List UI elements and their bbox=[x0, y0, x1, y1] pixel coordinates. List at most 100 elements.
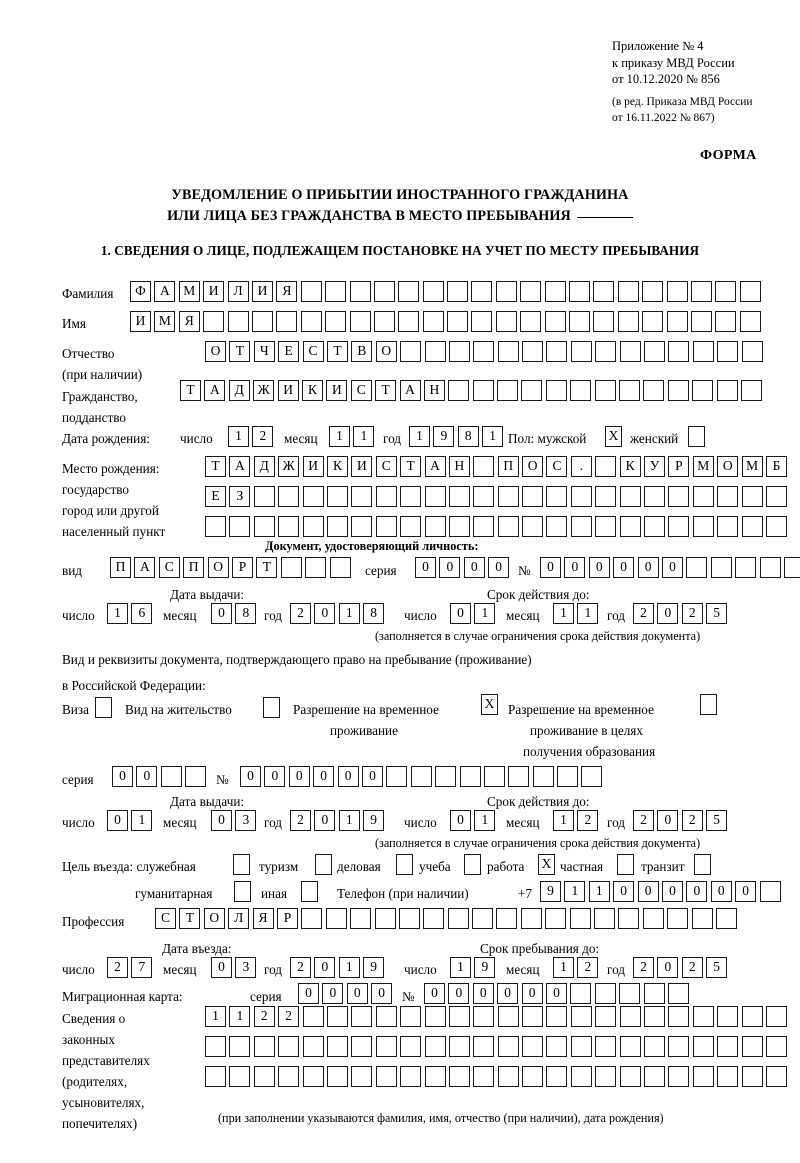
char-box[interactable]: 0 bbox=[211, 603, 232, 624]
char-box[interactable] bbox=[644, 1006, 666, 1027]
char-box[interactable] bbox=[715, 908, 737, 929]
char-box[interactable] bbox=[473, 486, 495, 507]
char-box[interactable]: И bbox=[277, 380, 299, 401]
char-box[interactable]: 1 bbox=[228, 426, 249, 447]
char-box[interactable]: 1 bbox=[474, 603, 496, 624]
char-box[interactable]: 0 bbox=[657, 603, 679, 624]
char-box[interactable]: 0 bbox=[657, 957, 679, 978]
char-box[interactable]: 7 bbox=[131, 957, 153, 978]
char-box[interactable] bbox=[570, 983, 592, 1004]
char-box[interactable] bbox=[374, 908, 396, 929]
temp-residence-checkbox[interactable]: X bbox=[481, 694, 498, 715]
char-box[interactable] bbox=[386, 766, 408, 787]
char-box[interactable] bbox=[546, 516, 568, 537]
char-box[interactable] bbox=[644, 1036, 666, 1057]
char-box[interactable] bbox=[522, 1006, 544, 1027]
char-box[interactable]: С bbox=[158, 557, 180, 578]
char-box[interactable] bbox=[642, 908, 664, 929]
char-box[interactable] bbox=[644, 1066, 666, 1087]
char-box[interactable] bbox=[227, 311, 249, 332]
char-box[interactable]: 2 bbox=[681, 810, 703, 831]
char-box[interactable] bbox=[521, 380, 543, 401]
char-box[interactable]: 0 bbox=[488, 557, 510, 578]
char-box[interactable] bbox=[326, 1066, 348, 1087]
char-box[interactable] bbox=[497, 486, 519, 507]
char-box[interactable] bbox=[400, 516, 422, 537]
char-box[interactable]: 1 bbox=[338, 957, 360, 978]
char-box[interactable]: 0 bbox=[107, 810, 128, 831]
char-box[interactable]: 2 bbox=[278, 1006, 300, 1027]
char-box[interactable]: 0 bbox=[313, 766, 335, 787]
char-box[interactable] bbox=[422, 311, 444, 332]
char-box[interactable] bbox=[375, 1006, 397, 1027]
char-box[interactable]: П bbox=[110, 557, 131, 578]
char-box[interactable] bbox=[545, 908, 567, 929]
char-box[interactable] bbox=[595, 1066, 617, 1087]
char-box[interactable] bbox=[668, 516, 690, 537]
char-box[interactable] bbox=[522, 1066, 544, 1087]
char-box[interactable]: 2 bbox=[681, 957, 703, 978]
char-box[interactable] bbox=[765, 1006, 787, 1027]
char-box[interactable]: Т bbox=[400, 456, 422, 477]
char-box[interactable] bbox=[759, 557, 781, 578]
char-box[interactable] bbox=[329, 557, 351, 578]
char-box[interactable] bbox=[424, 341, 446, 362]
char-box[interactable]: 2 bbox=[252, 426, 274, 447]
char-box[interactable] bbox=[741, 1066, 763, 1087]
char-box[interactable]: И bbox=[326, 380, 348, 401]
char-box[interactable] bbox=[424, 1066, 446, 1087]
char-box[interactable]: Я bbox=[252, 908, 274, 929]
char-box[interactable]: 1 bbox=[338, 810, 360, 831]
char-box[interactable]: И bbox=[130, 311, 151, 332]
char-box[interactable] bbox=[570, 1036, 592, 1057]
char-box[interactable]: 8 bbox=[235, 603, 257, 624]
char-box[interactable]: 2 bbox=[681, 603, 703, 624]
char-box[interactable] bbox=[398, 281, 420, 302]
char-box[interactable] bbox=[741, 516, 763, 537]
purpose-official-checkbox[interactable] bbox=[233, 854, 250, 875]
char-box[interactable]: 1 bbox=[409, 426, 430, 447]
char-box[interactable] bbox=[472, 908, 494, 929]
char-box[interactable] bbox=[783, 557, 800, 578]
char-box[interactable]: Л bbox=[228, 908, 250, 929]
char-box[interactable]: . bbox=[570, 456, 592, 477]
char-box[interactable]: Д bbox=[228, 380, 250, 401]
char-box[interactable]: 0 bbox=[521, 983, 543, 1004]
char-box[interactable] bbox=[278, 486, 300, 507]
char-box[interactable] bbox=[581, 766, 603, 787]
char-box[interactable]: 9 bbox=[363, 957, 385, 978]
char-box[interactable] bbox=[546, 486, 568, 507]
char-box[interactable]: Ф bbox=[130, 281, 151, 302]
char-box[interactable] bbox=[302, 1006, 324, 1027]
char-box[interactable] bbox=[350, 908, 372, 929]
char-box[interactable] bbox=[302, 1036, 324, 1057]
char-box[interactable] bbox=[349, 281, 371, 302]
char-box[interactable] bbox=[301, 908, 323, 929]
char-box[interactable] bbox=[373, 311, 395, 332]
char-box[interactable] bbox=[203, 311, 225, 332]
char-box[interactable] bbox=[448, 380, 470, 401]
char-box[interactable] bbox=[448, 1066, 470, 1087]
char-box[interactable] bbox=[692, 1066, 714, 1087]
char-box[interactable] bbox=[278, 1036, 300, 1057]
char-box[interactable] bbox=[351, 1036, 373, 1057]
char-box[interactable]: 0 bbox=[288, 766, 310, 787]
char-box[interactable] bbox=[435, 766, 457, 787]
char-box[interactable] bbox=[422, 281, 444, 302]
char-box[interactable]: С bbox=[155, 908, 176, 929]
char-box[interactable]: 9 bbox=[474, 957, 496, 978]
char-box[interactable] bbox=[717, 1006, 739, 1027]
char-box[interactable] bbox=[739, 281, 761, 302]
char-box[interactable]: 0 bbox=[686, 881, 708, 902]
char-box[interactable] bbox=[570, 516, 592, 537]
